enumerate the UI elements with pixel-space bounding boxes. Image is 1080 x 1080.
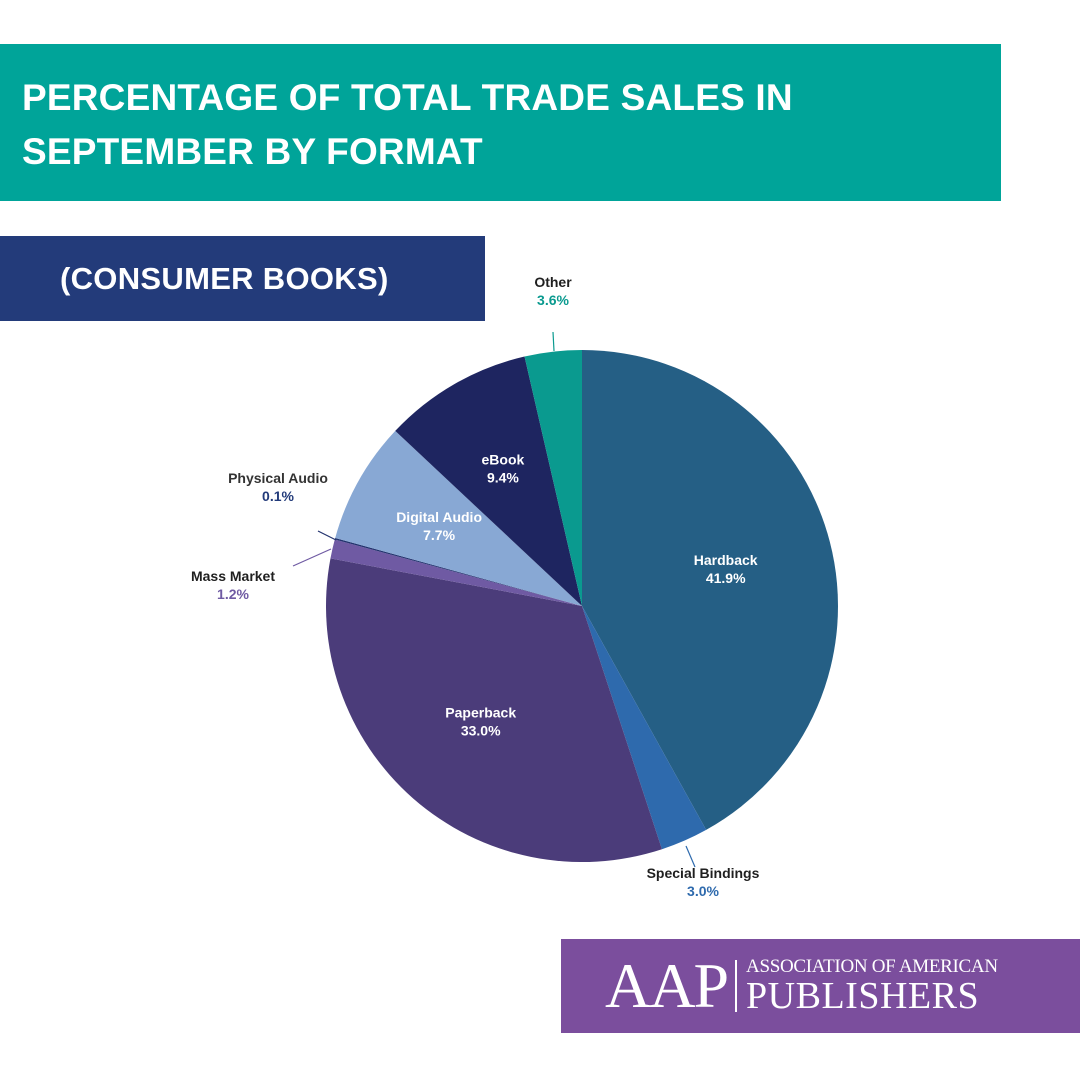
slice-label-hardback: Hardback xyxy=(694,552,758,568)
pie-slice-mass-market xyxy=(330,539,582,606)
leader-line-other xyxy=(552,331,555,352)
pie-slice-paperback xyxy=(326,558,662,863)
subtitle-banner: (CONSUMER BOOKS) xyxy=(0,236,485,321)
slice-value-physical-audio: 0.1% xyxy=(262,488,294,504)
leader-line-physical-audio xyxy=(317,530,337,541)
leader-line-special-bindings xyxy=(685,845,696,868)
slice-value-special-bindings: 3.0% xyxy=(687,883,719,899)
slice-value-ebook: 9.4% xyxy=(487,469,519,485)
slice-label-physical-audio: Physical Audio xyxy=(228,470,328,486)
pie-slice-hardback xyxy=(582,350,838,830)
slice-value-other: 3.6% xyxy=(537,292,569,308)
pie-slice-physical-audio xyxy=(334,537,582,606)
title-banner: PERCENTAGE OF TOTAL TRADE SALES IN SEPTE… xyxy=(0,44,1001,201)
slice-value-mass-market: 1.2% xyxy=(217,586,249,602)
pie-slice-digital-audio xyxy=(335,430,582,606)
leader-line-mass-market xyxy=(292,548,332,567)
pie-slice-special-bindings xyxy=(582,606,707,850)
logo-wordmark: ASSOCIATION OF AMERICAN PUBLISHERS xyxy=(746,957,998,1015)
slice-label-special-bindings: Special Bindings xyxy=(647,865,760,881)
chart-title: PERCENTAGE OF TOTAL TRADE SALES IN SEPTE… xyxy=(22,77,793,172)
pie-slices xyxy=(326,350,838,863)
logo-mark: AAP xyxy=(605,950,729,1021)
pie-slice-other xyxy=(524,350,582,606)
logo-divider xyxy=(735,960,738,1012)
slice-value-hardback: 41.9% xyxy=(706,570,746,586)
slice-value-digital-audio: 7.7% xyxy=(423,527,455,543)
slice-label-ebook: eBook xyxy=(482,451,525,467)
aap-logo: AAP ASSOCIATION OF AMERICAN PUBLISHERS xyxy=(561,939,1080,1033)
chart-subtitle: (CONSUMER BOOKS) xyxy=(60,260,389,296)
slice-label-paperback: Paperback xyxy=(445,705,516,721)
slice-labels: Hardback 41.9% Special Bindings 3.0% Paperba… xyxy=(191,274,760,899)
slice-label-other: Other xyxy=(534,274,572,290)
logo-line-1: ASSOCIATION OF AMERICAN xyxy=(746,956,998,977)
slice-value-paperback: 33.0% xyxy=(461,723,501,739)
slice-label-mass-market: Mass Market xyxy=(191,568,275,584)
logo-line-2: PUBLISHERS xyxy=(746,975,980,1017)
leader-lines xyxy=(292,331,696,868)
slice-label-digital-audio: Digital Audio xyxy=(396,509,482,525)
pie-slice-ebook xyxy=(395,356,582,606)
